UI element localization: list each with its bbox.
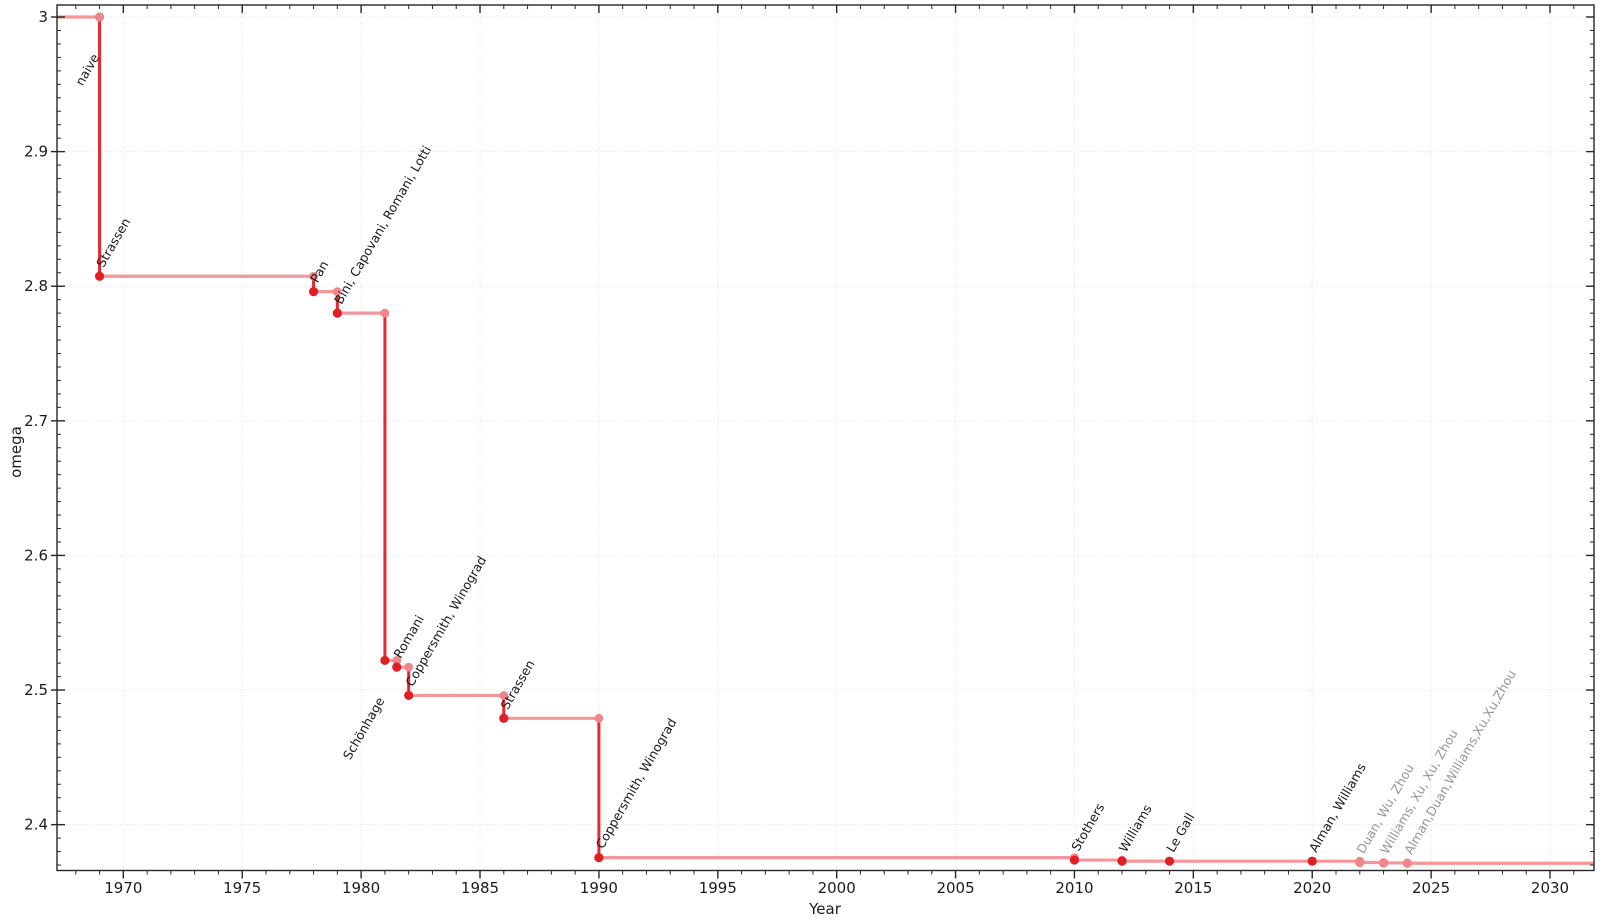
x-tick-label-2005: 2005: [936, 879, 974, 897]
y-tick-label-2.5: 2.5: [24, 681, 48, 699]
annotation-williams: Williams: [1116, 802, 1155, 855]
y-tick-label-2.6: 2.6: [24, 546, 48, 564]
y-tick-label-2.9: 2.9: [24, 143, 48, 161]
point-stothers: [1069, 855, 1080, 865]
annotation-strassen: Strassen: [497, 657, 537, 712]
x-tick-label-1985: 1985: [461, 879, 499, 897]
point-alman-williams: [1307, 856, 1317, 866]
y-tick-label-2.8: 2.8: [24, 277, 48, 295]
y-tick-label-3: 3: [38, 8, 48, 26]
point-le-gall: [1164, 856, 1175, 866]
point-coppersmith-winograd: [404, 690, 414, 701]
x-tick-label-1980: 1980: [342, 879, 380, 897]
annotation-coppersmith-winograd: Coppersmith, Winograd: [593, 716, 680, 852]
annotation-bini-capovani-romani-lotti: Bini, Capovani, Romani, Lotti: [331, 143, 434, 307]
step-corner-point: [380, 308, 390, 318]
annotation-naive: naive: [72, 51, 102, 88]
y-tick-label-2.4: 2.4: [24, 816, 48, 834]
point-romani: [392, 662, 402, 672]
point-naive: [94, 12, 105, 22]
point-strassen: [499, 713, 509, 723]
point-alman-duan-williams-xu-xu-zhou: [1402, 858, 1412, 868]
step-corner-point: [594, 713, 604, 723]
point-strassen: [94, 271, 105, 281]
x-tick-label-2025: 2025: [1412, 879, 1450, 897]
x-tick-label-2015: 2015: [1174, 879, 1212, 897]
x-tick-label-1975: 1975: [223, 879, 261, 897]
y-axis-title: omega: [7, 426, 25, 478]
step-corner-point: [392, 656, 402, 665]
point-williams-xu-xu-zhou: [1378, 858, 1389, 868]
point-coppersmith-winograd: [594, 853, 604, 863]
x-tick-label-1970: 1970: [104, 879, 142, 897]
annotation-le-gall: Le Gall: [1163, 810, 1197, 854]
step-corner-point: [404, 662, 414, 672]
step-corner-point: [309, 271, 318, 281]
annotation-pan: Pan: [307, 258, 331, 285]
x-tick-label-2000: 2000: [818, 879, 856, 897]
point-williams: [1117, 856, 1127, 866]
annotation-sch-nhage: Schönhage: [340, 694, 388, 762]
step-corner-point: [499, 691, 509, 700]
point-duan-wu-zhou: [1355, 857, 1365, 868]
point-sch-nhage: [380, 655, 390, 666]
x-tick-label-1990: 1990: [580, 879, 618, 897]
point-bini-capovani-romani-lotti: [332, 308, 342, 318]
plot-border: [56, 4, 1595, 872]
x-axis-title: Year: [809, 900, 841, 918]
point-pan: [308, 287, 319, 297]
x-tick-label-1995: 1995: [699, 879, 737, 897]
annotation-alman-duan-williams-xu-xu-zhou: Alman,Duan,Williams,Xu,Xu,Zhou: [1401, 667, 1519, 856]
y-tick-label-2.7: 2.7: [24, 412, 48, 430]
x-tick-label-2020: 2020: [1293, 879, 1331, 897]
x-tick-label-2030: 2030: [1531, 879, 1569, 897]
step-corner-point: [332, 287, 342, 297]
x-tick-label-2010: 2010: [1055, 879, 1093, 897]
